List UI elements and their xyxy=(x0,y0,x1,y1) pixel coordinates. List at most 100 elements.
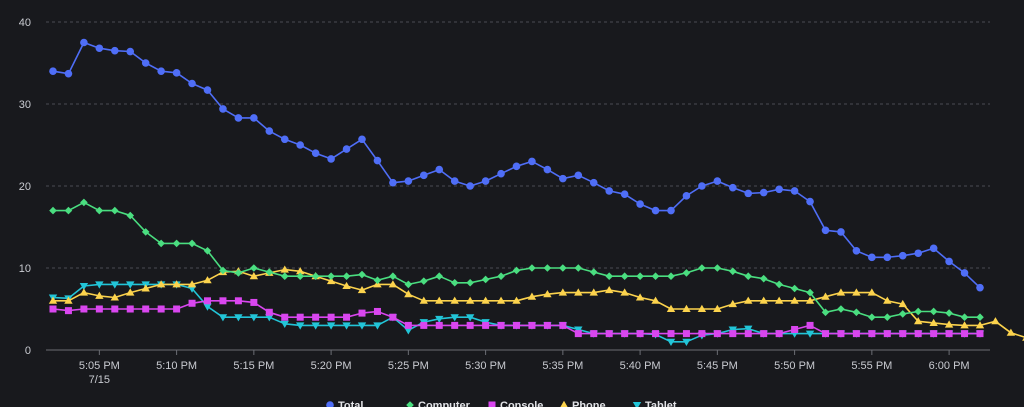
data-point-phone[interactable] xyxy=(975,321,985,329)
data-point-console[interactable] xyxy=(713,330,721,338)
data-point-total[interactable] xyxy=(729,183,737,192)
data-point-phone[interactable] xyxy=(172,280,181,288)
data-point-tablet[interactable] xyxy=(450,314,459,322)
data-point-phone[interactable] xyxy=(496,296,506,304)
data-point-total[interactable] xyxy=(744,189,753,198)
data-point-computer[interactable] xyxy=(265,268,274,276)
data-point-computer[interactable] xyxy=(157,239,165,248)
data-point-total[interactable] xyxy=(358,135,366,144)
data-point-phone[interactable] xyxy=(203,276,212,284)
data-point-console[interactable] xyxy=(791,326,799,333)
data-point-computer[interactable] xyxy=(95,206,104,215)
data-point-computer[interactable] xyxy=(234,269,243,277)
data-point-phone[interactable] xyxy=(774,296,784,304)
data-point-total[interactable] xyxy=(296,141,305,149)
data-point-phone[interactable] xyxy=(64,296,73,304)
data-point-tablet[interactable] xyxy=(280,320,289,328)
data-point-phone[interactable] xyxy=(156,280,166,288)
data-point-console[interactable] xyxy=(636,330,644,338)
data-point-console[interactable] xyxy=(528,321,536,329)
data-point-tablet[interactable] xyxy=(311,322,320,330)
data-point-total[interactable] xyxy=(435,165,444,174)
data-point-tablet[interactable] xyxy=(744,325,753,333)
data-point-phone[interactable] xyxy=(527,292,537,300)
data-point-console[interactable] xyxy=(219,297,227,305)
data-point-console[interactable] xyxy=(883,330,891,338)
data-point-console[interactable] xyxy=(389,313,397,321)
data-point-total[interactable] xyxy=(759,188,768,197)
data-point-phone[interactable] xyxy=(852,288,861,296)
data-point-total[interactable] xyxy=(698,182,706,190)
legend-marker-total[interactable] xyxy=(326,401,334,407)
data-point-console[interactable] xyxy=(605,330,613,338)
data-point-computer[interactable] xyxy=(729,267,737,276)
data-point-total[interactable] xyxy=(481,177,490,185)
data-point-total[interactable] xyxy=(960,269,969,277)
data-point-total[interactable] xyxy=(95,44,104,53)
data-point-computer[interactable] xyxy=(141,228,150,236)
data-point-console[interactable] xyxy=(482,321,490,329)
data-point-console[interactable] xyxy=(111,305,119,313)
data-point-phone[interactable] xyxy=(326,276,336,285)
data-point-console[interactable] xyxy=(729,330,737,338)
data-point-computer[interactable] xyxy=(898,310,907,318)
data-point-phone[interactable] xyxy=(744,296,753,304)
data-point-total[interactable] xyxy=(667,206,675,215)
data-point-computer[interactable] xyxy=(744,272,753,280)
data-point-total[interactable] xyxy=(327,155,335,163)
data-point-phone[interactable] xyxy=(435,296,444,304)
data-point-computer[interactable] xyxy=(420,277,428,285)
legend-item-total[interactable]: Total xyxy=(326,400,363,407)
data-point-total[interactable] xyxy=(821,226,830,235)
data-point-console[interactable] xyxy=(760,330,768,338)
data-point-computer[interactable] xyxy=(713,264,722,272)
data-point-total[interactable] xyxy=(929,244,938,253)
data-point-console[interactable] xyxy=(590,330,598,338)
data-point-console[interactable] xyxy=(49,305,57,313)
data-point-phone[interactable] xyxy=(388,280,398,288)
data-point-computer[interactable] xyxy=(605,272,613,280)
data-point-computer[interactable] xyxy=(759,274,768,283)
data-point-phone[interactable] xyxy=(110,293,119,301)
data-point-computer[interactable] xyxy=(172,239,181,248)
data-point-phone[interactable] xyxy=(1006,328,1016,336)
data-point-total[interactable] xyxy=(636,200,644,208)
data-point-computer[interactable] xyxy=(389,272,397,280)
data-point-computer[interactable] xyxy=(929,307,938,316)
data-point-phone[interactable] xyxy=(419,296,428,304)
data-point-total[interactable] xyxy=(250,114,258,122)
data-point-console[interactable] xyxy=(945,330,953,338)
data-point-computer[interactable] xyxy=(358,270,366,279)
data-point-computer[interactable] xyxy=(64,206,73,215)
data-point-phone[interactable] xyxy=(512,296,521,304)
data-point-total[interactable] xyxy=(188,79,196,88)
data-point-total[interactable] xyxy=(976,283,984,292)
data-point-total[interactable] xyxy=(342,145,351,153)
data-point-console[interactable] xyxy=(466,321,474,329)
data-point-computer[interactable] xyxy=(698,264,706,272)
data-point-phone[interactable] xyxy=(141,284,150,292)
data-point-phone[interactable] xyxy=(589,288,598,296)
data-point-console[interactable] xyxy=(837,330,845,338)
data-point-console[interactable] xyxy=(343,313,351,321)
data-point-computer[interactable] xyxy=(868,313,876,321)
data-point-tablet[interactable] xyxy=(805,330,815,338)
data-point-tablet[interactable] xyxy=(234,314,243,322)
data-point-computer[interactable] xyxy=(559,264,567,272)
data-point-phone[interactable] xyxy=(790,296,799,304)
data-point-total[interactable] xyxy=(790,187,799,195)
data-point-phone[interactable] xyxy=(357,285,367,294)
data-point-console[interactable] xyxy=(173,305,181,313)
data-point-phone[interactable] xyxy=(651,296,660,304)
data-point-console[interactable] xyxy=(188,299,196,307)
data-point-total[interactable] xyxy=(543,165,552,174)
data-point-console[interactable] xyxy=(513,321,520,329)
legend-marker-tablet[interactable] xyxy=(632,402,642,407)
data-point-computer[interactable] xyxy=(126,211,135,220)
data-point-console[interactable] xyxy=(157,305,165,313)
data-point-phone[interactable] xyxy=(666,304,676,312)
data-point-computer[interactable] xyxy=(49,206,57,215)
data-point-phone[interactable] xyxy=(558,288,568,296)
data-point-computer[interactable] xyxy=(203,246,212,255)
data-point-console[interactable] xyxy=(497,321,505,329)
